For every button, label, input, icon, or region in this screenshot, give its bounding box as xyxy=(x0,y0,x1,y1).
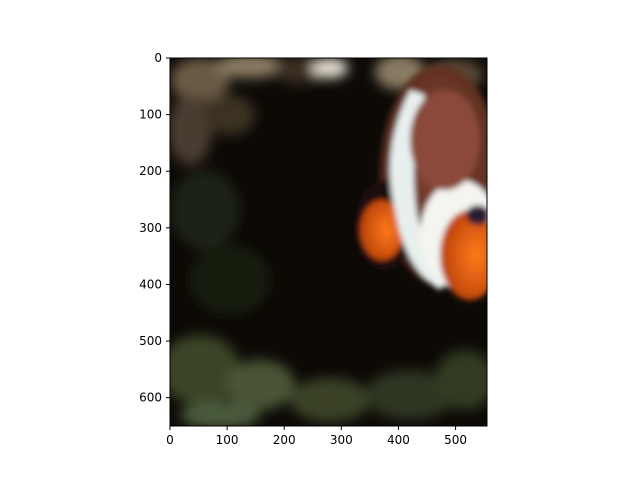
y-tick-label: 600 xyxy=(139,391,162,405)
x-tick-label: 200 xyxy=(273,433,296,447)
x-axis: 0 100 200 300 400 500 xyxy=(166,426,467,447)
x-tick-label: 100 xyxy=(216,433,239,447)
x-tick-label: 0 xyxy=(166,433,174,447)
x-tick-label: 300 xyxy=(330,433,353,447)
y-tick-label: 400 xyxy=(139,277,162,291)
y-tick-label: 200 xyxy=(139,164,162,178)
y-tick-label: 0 xyxy=(154,51,162,65)
axes-frame xyxy=(169,57,488,427)
y-tick-label: 500 xyxy=(139,334,162,348)
y-axis: 0 100 200 300 400 500 600 xyxy=(139,51,170,405)
y-tick-label: 100 xyxy=(139,108,162,122)
y-tick-label: 300 xyxy=(139,221,162,235)
x-tick-label: 500 xyxy=(444,433,467,447)
photo-image xyxy=(170,58,487,426)
x-tick-label: 400 xyxy=(387,433,410,447)
